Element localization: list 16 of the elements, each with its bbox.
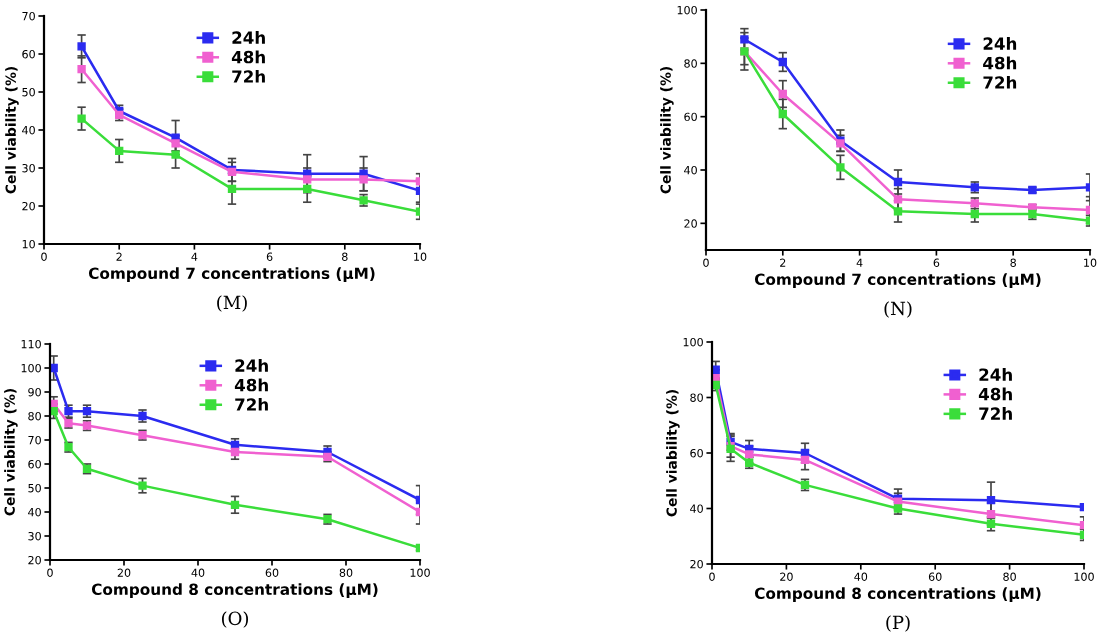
text: (N) [884,301,912,318]
legend-label: 72h [232,69,265,83]
legend-label: 24h [235,359,268,372]
legend-label: 48h [978,387,1012,401]
legend-label: 48h [983,56,1017,70]
legend-label: 72h [979,407,1012,420]
legend-label: 72h [983,75,1017,89]
legend-label: 24h [979,368,1012,381]
legend-label: 24h [983,37,1017,50]
text: (M) [217,295,247,312]
legend-label: 72h [235,397,268,411]
legend-label: 48h [231,50,265,64]
text: (P) [886,615,910,632]
text: (O) [221,611,249,628]
legend-label: 48h [234,378,268,392]
legend-label: 24h [232,31,265,44]
